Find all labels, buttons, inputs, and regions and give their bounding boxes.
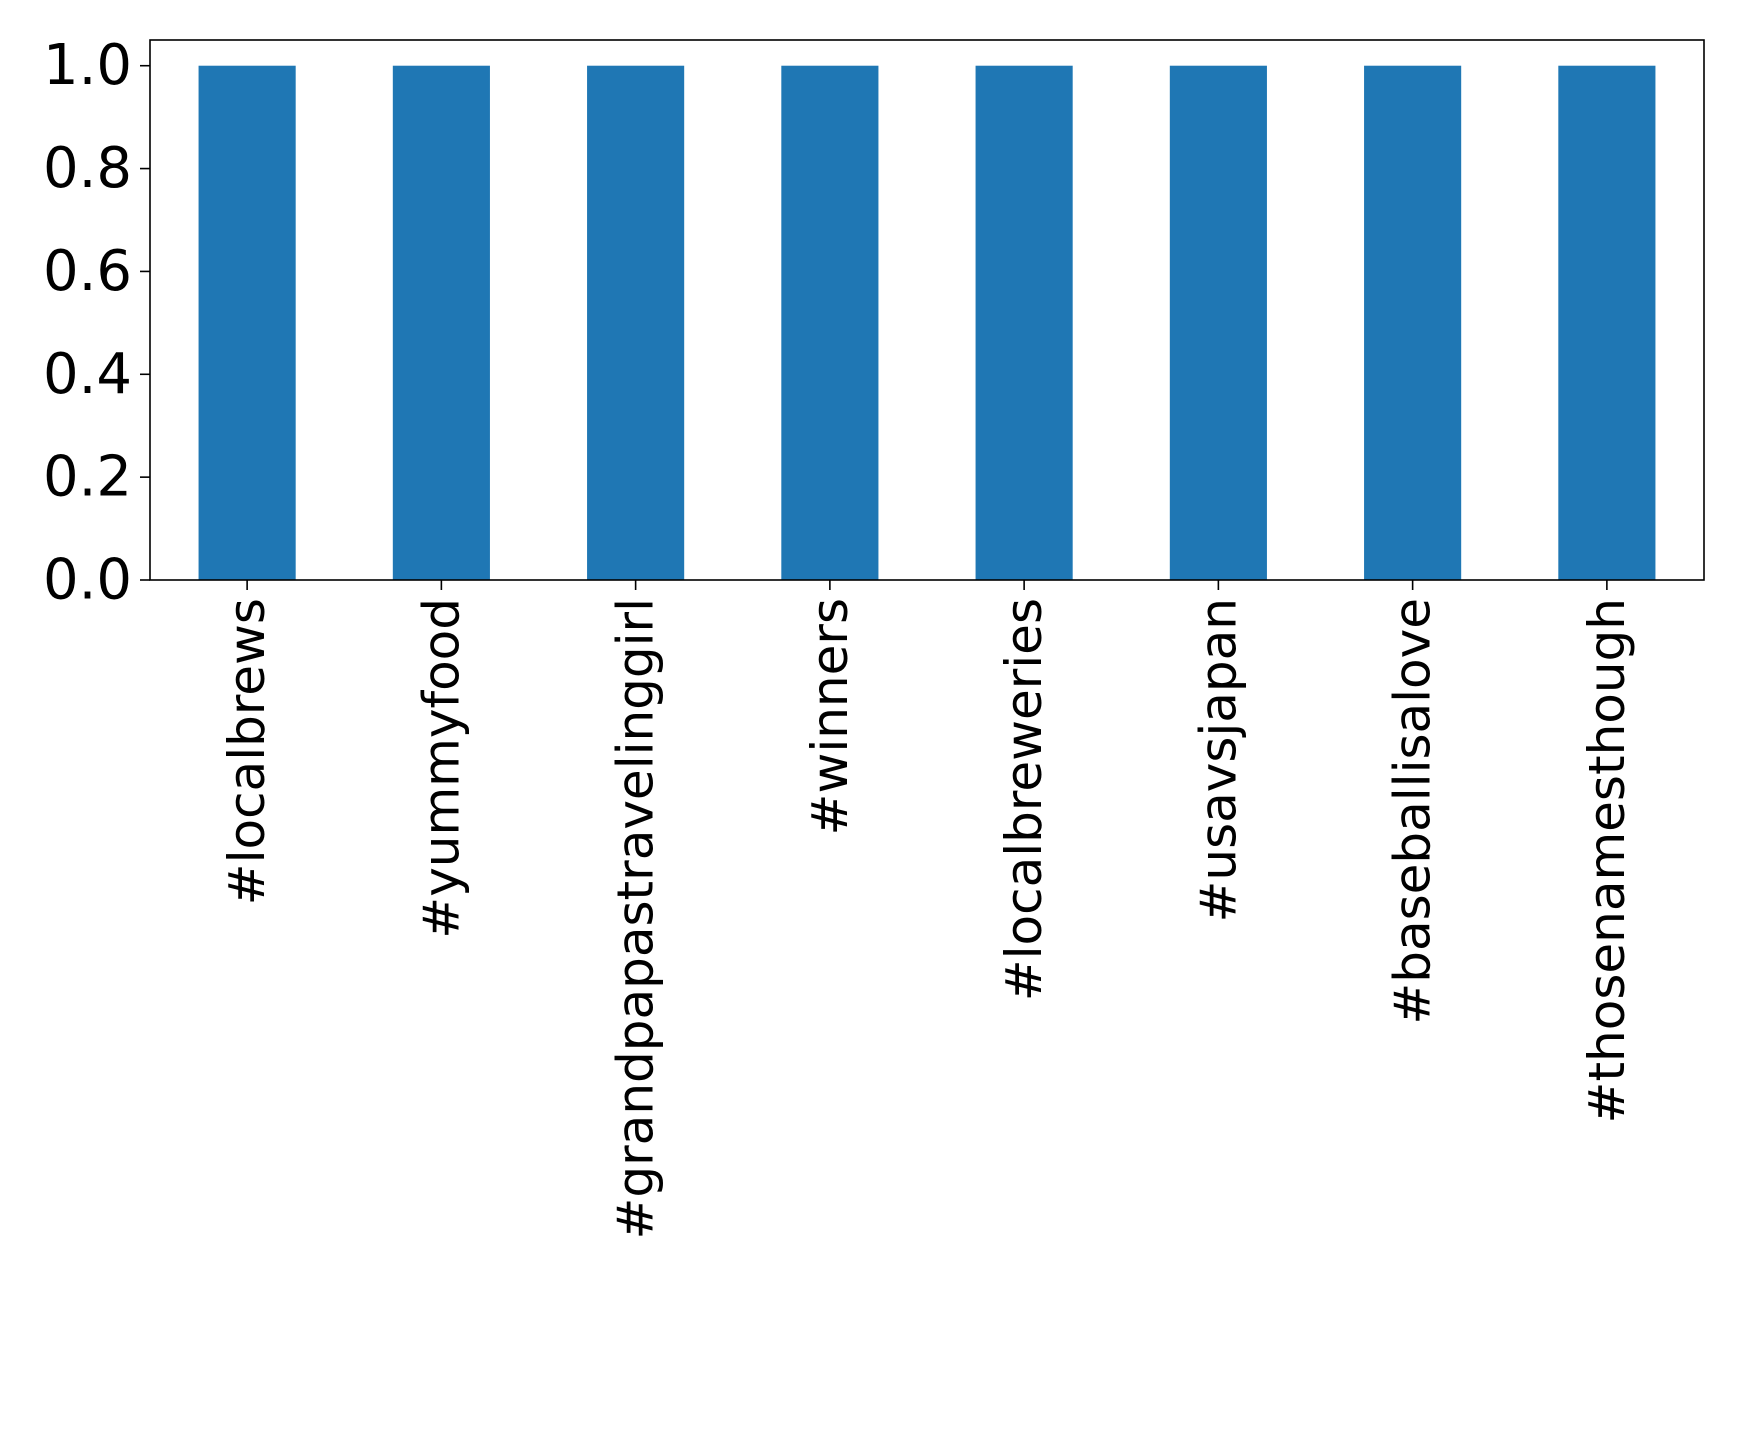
y-tick-label: 0.6 xyxy=(43,239,132,304)
bar-yummyfood xyxy=(392,65,490,580)
x-tick-label: #yummyfood xyxy=(412,598,470,939)
y-tick-label: 0.8 xyxy=(43,136,132,201)
y-tick-label: 0.0 xyxy=(43,548,132,613)
y-tick-label: 0.2 xyxy=(43,445,132,510)
x-axis: #localbrews #yummyfood #grandpapastravelin… xyxy=(218,580,1636,1240)
x-tick-label: #localbrews xyxy=(218,598,276,905)
bar-localbrews xyxy=(198,65,296,580)
bar-thosenamesthough xyxy=(1558,65,1656,580)
y-axis: 0.0 0.2 0.4 0.6 0.8 1.0 xyxy=(43,33,150,613)
x-tick-label: #usavsjapan xyxy=(1189,598,1247,923)
bar-winners xyxy=(781,65,879,580)
x-tick-label: #winners xyxy=(801,598,859,835)
x-tick-label: #grandpapastravelinggirl xyxy=(607,598,665,1240)
x-tick-label: #thosenamesthough xyxy=(1578,598,1636,1123)
bar-localbreweries xyxy=(975,65,1073,580)
bars-group xyxy=(198,65,1656,580)
bar-grandpapastravelinggirl xyxy=(587,65,685,580)
x-tick-label: #baseballisalove xyxy=(1384,598,1442,1025)
bar-usavsjapan xyxy=(1169,65,1267,580)
y-tick-label: 0.4 xyxy=(43,342,132,407)
bar-baseballisalove xyxy=(1364,65,1462,580)
y-tick-label: 1.0 xyxy=(43,33,132,98)
x-tick-label: #localbreweries xyxy=(995,598,1053,1001)
plot-frame xyxy=(149,39,1705,581)
